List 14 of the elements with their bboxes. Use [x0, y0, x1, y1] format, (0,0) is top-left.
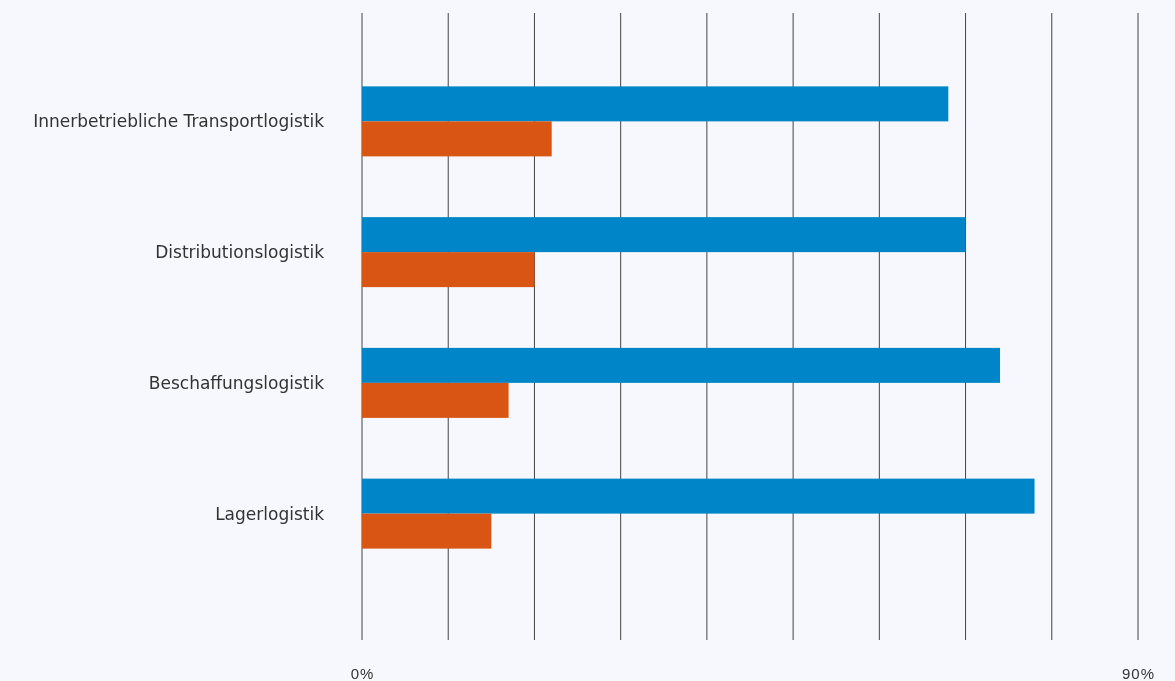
y-tick-label: Distributionslogistik: [155, 242, 325, 263]
bar: [362, 347, 1001, 383]
x-tick-label: 90%: [1121, 664, 1156, 681]
bar: [362, 121, 552, 157]
y-tick-label: Innerbetriebliche Transportlogistik: [33, 111, 325, 132]
bar: [362, 252, 535, 288]
bar: [362, 217, 966, 253]
bar: [362, 478, 1035, 514]
x-tick-label: 0%: [350, 664, 375, 681]
bar: [362, 513, 492, 549]
y-tick-label: Beschaffungslogistik: [148, 372, 325, 393]
bar: [362, 86, 949, 122]
bar: [362, 382, 509, 418]
y-tick-label: Lagerlogistik: [215, 503, 325, 524]
